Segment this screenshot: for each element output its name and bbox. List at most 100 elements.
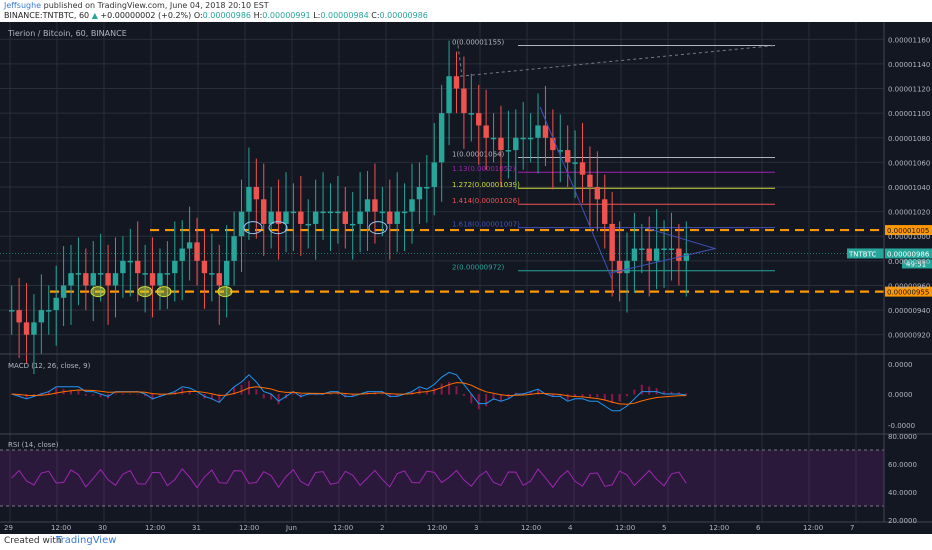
rsi-line: [11, 468, 687, 489]
candle-body: [490, 137, 497, 140]
candle-body: [624, 260, 630, 274]
macd-histogram-bar: [307, 394, 310, 396]
candle-body: [357, 211, 363, 224]
candle-body: [97, 273, 104, 275]
candle-body: [209, 273, 215, 275]
fib-level-label: 1.272(0.00001039): [452, 181, 520, 189]
macd-histogram-bar: [84, 394, 87, 396]
candle-body: [179, 248, 185, 261]
fib-trend-line: [457, 45, 463, 77]
macd-histogram-bar: [181, 388, 184, 395]
candle-body: [268, 211, 274, 224]
rsi-y-tick-label: 80.0000: [888, 433, 917, 441]
candle-body: [246, 187, 252, 212]
candle-body: [668, 248, 675, 251]
macd-y-tick-label: 0.0000: [888, 361, 913, 369]
x-tick-label: 12:00: [709, 524, 729, 532]
candle-body: [135, 260, 141, 274]
macd-histogram-bar: [129, 393, 132, 395]
macd-histogram-bar: [470, 394, 473, 404]
candle-body: [505, 150, 512, 152]
x-tick-label: Jun: [285, 524, 297, 532]
annotations: TNTBTC 0.00000986 49:51: [0, 106, 932, 298]
candle-body: [661, 248, 667, 251]
candle-body: [602, 199, 608, 224]
macd-histogram-bar: [388, 394, 391, 398]
macd-histogram-bar: [418, 388, 421, 395]
candle-body: [476, 113, 482, 126]
candle-body: [431, 162, 437, 187]
candle-body: [60, 285, 67, 298]
x-tick-label: 3: [474, 524, 478, 532]
candle-body: [9, 310, 15, 312]
symbol-line: BINANCE:TNTBTC, 60 ▲ +0.00000002 (+0.2%)…: [4, 11, 428, 20]
candle-body: [261, 199, 267, 224]
open-value: 0.00000986: [202, 11, 252, 20]
macd-histogram-bar: [574, 394, 577, 397]
macd-histogram-bar: [648, 386, 651, 395]
candle-body: [149, 273, 156, 286]
y-tick-label: 0.00001060: [888, 159, 930, 167]
macd-histogram-bar: [262, 394, 265, 399]
candle-body: [527, 137, 534, 140]
x-tick-label: 12:00: [51, 524, 71, 532]
candle-body: [142, 273, 148, 275]
macd-histogram-bar: [277, 394, 280, 405]
resistance-touch-ellipse: [268, 221, 288, 235]
candle-body: [312, 211, 319, 224]
change-up-icon: ▲: [91, 11, 98, 20]
rsi-band: [0, 450, 884, 506]
candle-body: [387, 211, 393, 224]
macd-histogram-bar: [136, 393, 139, 395]
x-tick-label: 12:00: [239, 524, 259, 532]
candle-body: [186, 242, 193, 249]
candle-body: [609, 223, 615, 261]
candle-body: [639, 248, 645, 251]
macd-histogram-bar: [114, 393, 117, 395]
chart-title: Tierion / Bitcoin, 60, BINANCE: [7, 29, 127, 38]
chart-area[interactable]: 0.00001005 0.00000955 0(0.00001155) 1(0.00…: [0, 22, 932, 534]
x-tick-label: 12:00: [427, 524, 447, 532]
resistance-touch-ellipse: [243, 221, 263, 235]
x-tick-label: 7: [850, 524, 854, 532]
x-tick-label: 12:00: [521, 524, 541, 532]
macd-histogram-bar: [559, 394, 562, 397]
candle-body: [350, 223, 356, 226]
candle-body: [16, 310, 22, 323]
candle-body: [587, 174, 593, 187]
x-tick-label: 12:00: [333, 524, 353, 532]
macd-histogram-bar: [47, 391, 50, 395]
macd-histogram-bar: [566, 394, 569, 400]
rsi-y-tick-label: 20.0000: [888, 517, 917, 525]
orange-levels: 0.00001005 0.00000955: [50, 225, 932, 297]
candle-body: [238, 211, 245, 237]
tradingview-logo[interactable]: TradingView: [56, 535, 117, 546]
candle-body: [53, 297, 59, 311]
last-price-label: 0.00000986: [887, 250, 930, 258]
candle-body: [23, 322, 30, 335]
x-tick-label: 31: [192, 524, 201, 532]
macd-histogram-bar: [663, 391, 666, 395]
countdown-badge: [902, 259, 932, 269]
macd-histogram-bar: [603, 394, 606, 401]
symbol-label: BINANCE:TNTBTC, 60: [4, 11, 90, 20]
publisher-user[interactable]: Jeffsughe: [4, 1, 42, 10]
macd-pane: [10, 371, 688, 412]
candle-body: [90, 273, 96, 286]
macd-histogram-bar: [588, 394, 591, 398]
change-text: +0.00000002 (+0.2%): [100, 11, 192, 20]
candle-body: [631, 248, 638, 261]
fib-level-label: 0(0.00001155): [452, 38, 504, 46]
candle-body: [594, 187, 601, 200]
high-prefix: H:: [253, 11, 263, 20]
y-tick-label: 0.00000920: [888, 332, 930, 340]
macd-histogram-bar: [670, 391, 673, 395]
macd-histogram-bar: [455, 386, 458, 395]
candle-body: [120, 260, 126, 274]
footer-bar: Created with TradingView: [0, 534, 932, 550]
macd-histogram-bar: [344, 394, 347, 398]
macd-histogram-bar: [351, 394, 354, 397]
macd-histogram-bar: [218, 394, 221, 402]
macd-histogram-bar: [99, 394, 102, 398]
